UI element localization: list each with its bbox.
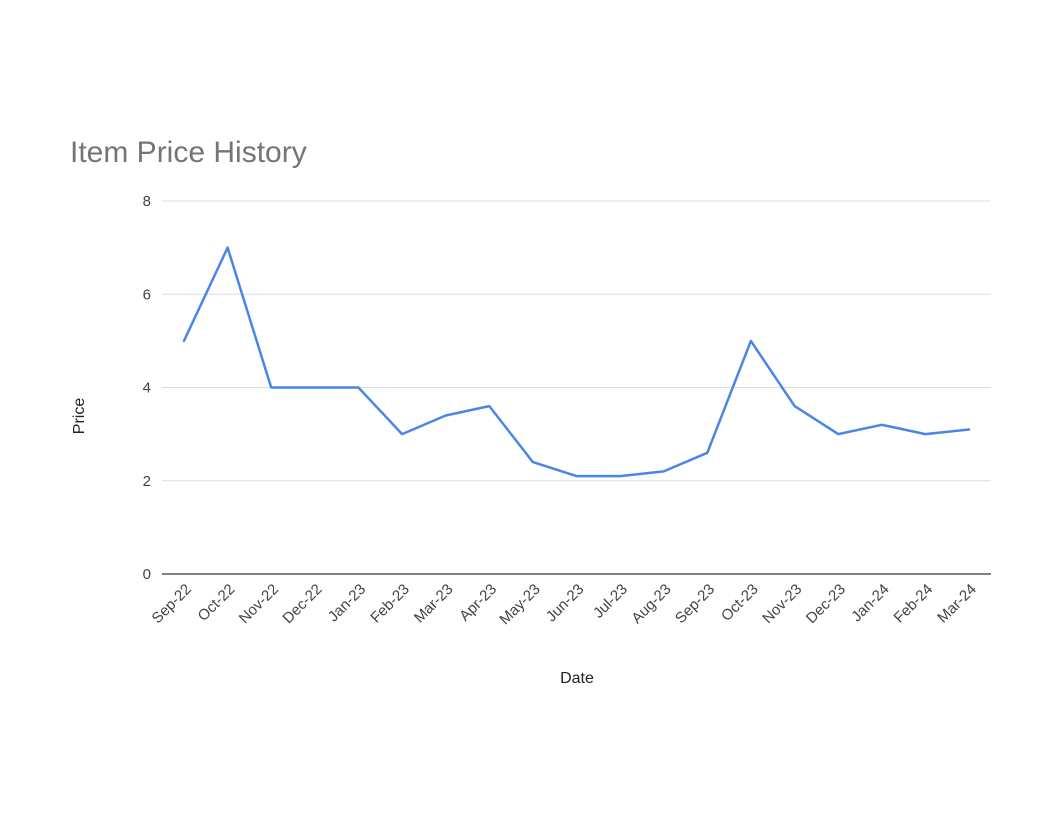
x-tick-label: May-23 (496, 581, 543, 628)
x-tick-label: Oct-23 (718, 581, 762, 625)
x-tick-label: Feb-23 (367, 581, 413, 627)
y-axis-title: Price (71, 398, 88, 435)
x-tick-label: Apr-23 (456, 581, 500, 625)
series-line (182, 246, 971, 478)
x-tick-label: Oct-22 (195, 581, 239, 625)
x-tick-label: Jan-23 (325, 581, 369, 625)
x-tick-label: Mar-23 (411, 581, 457, 627)
x-tick-label: Aug-23 (628, 581, 674, 627)
y-tick-label: 8 (143, 193, 151, 210)
x-axis-title: Date (560, 670, 594, 687)
x-tick-label: Nov-23 (759, 581, 805, 627)
x-tick-label: Feb-24 (891, 581, 937, 627)
x-tick-label: Jan-24 (848, 581, 892, 625)
x-tick-label: Mar-24 (934, 581, 980, 627)
x-tick-label: Jul-23 (590, 581, 631, 622)
y-tick-label: 0 (143, 566, 151, 583)
y-axis-ticks: 0 2 4 6 8 (143, 193, 151, 583)
x-tick-label: Sep-23 (672, 581, 718, 627)
x-tick-label: Jun-23 (543, 581, 587, 625)
y-tick-label: 2 (143, 473, 151, 490)
series-layer (182, 246, 971, 478)
x-tick-label: Dec-22 (279, 581, 325, 627)
y-tick-label: 4 (143, 380, 151, 397)
y-tick-label: 6 (143, 286, 151, 303)
chart-title: Item Price History (70, 136, 307, 169)
x-tick-label: Sep-22 (149, 581, 195, 627)
x-tick-label: Dec-23 (803, 581, 849, 627)
x-tick-label: Nov-22 (236, 581, 282, 627)
